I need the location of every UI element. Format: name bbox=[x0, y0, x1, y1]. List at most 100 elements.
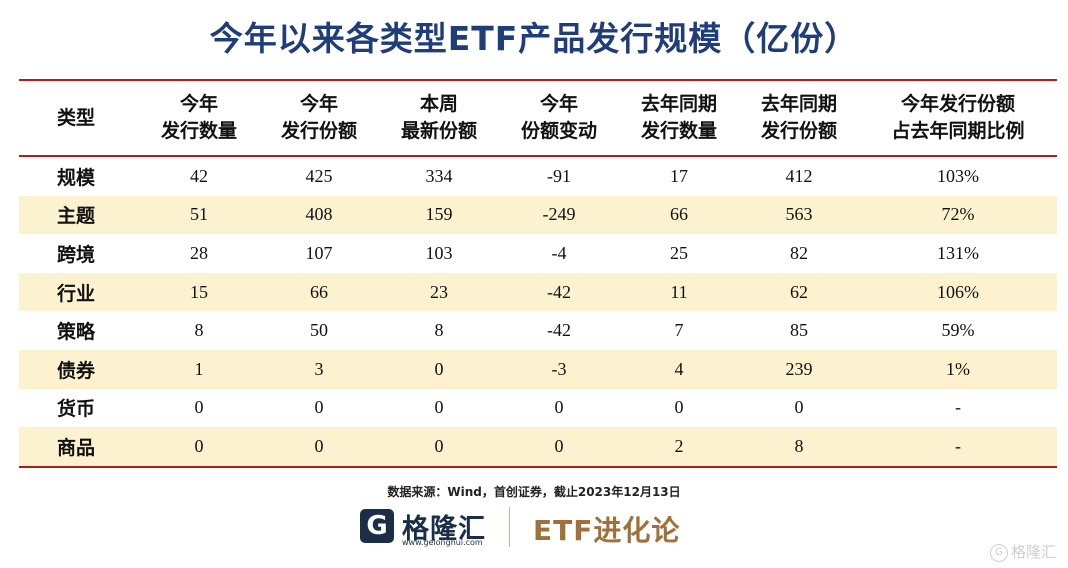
table-cell: -42 bbox=[547, 320, 571, 341]
column-header-line1: 今年 bbox=[299, 93, 338, 115]
gelonghui-logo-icon: G bbox=[360, 509, 394, 543]
row-category: 商品 bbox=[19, 427, 139, 468]
table-cell: 0 bbox=[434, 397, 444, 418]
gelonghui-brand-name: 格隆汇 bbox=[402, 514, 486, 545]
column-header-line2: 占去年同期比例 bbox=[891, 120, 1025, 142]
table-cell: -42 bbox=[499, 272, 619, 312]
column-header-6: 去年同期 发行份额 bbox=[739, 79, 859, 157]
table-cell: 59% bbox=[941, 320, 975, 341]
table-cell: -91 bbox=[547, 165, 571, 186]
table-cell: 66 bbox=[619, 195, 739, 235]
table-cell: 42 bbox=[190, 165, 208, 186]
table-cell: 563 bbox=[739, 195, 859, 235]
table-cell: 82 bbox=[790, 242, 808, 263]
table-cell: 23 bbox=[379, 272, 499, 312]
table-cell: 0 bbox=[314, 397, 324, 418]
row-category: 货币 bbox=[57, 398, 96, 421]
column-header-line1: 今年 bbox=[179, 93, 218, 115]
brand-divider bbox=[509, 507, 510, 547]
table-cell: 408 bbox=[259, 195, 379, 235]
table-row: 债券 1 3 0 -3 4 239 1% bbox=[19, 349, 1057, 389]
column-header-4: 今年 份额变动 bbox=[499, 79, 619, 157]
table-cell: 11 bbox=[619, 272, 739, 312]
table-cell: 1% bbox=[859, 349, 1057, 389]
column-header-line1: 去年同期 bbox=[760, 93, 837, 115]
table-cell: 15 bbox=[139, 272, 259, 312]
column-header-line2: 发行数量 bbox=[160, 120, 237, 142]
table-cell: 17 bbox=[670, 165, 688, 186]
table-cell: 131% bbox=[937, 242, 979, 263]
etf-issuance-table: 类型 今年 发行数量 今年 发行份额 本周 最新份额 今年 份额变动 去年同期 发行数量 去年同期 发行… bbox=[19, 79, 1057, 468]
table-cell: -249 bbox=[499, 195, 619, 235]
column-header-0: 类型 bbox=[19, 79, 139, 157]
table-cell: 3 bbox=[259, 349, 379, 389]
data-source-note: 数据来源：Wind，首创证券，截止2023年12月13日 bbox=[387, 485, 681, 499]
column-header-7: 今年发行份额 占去年同期比例 bbox=[859, 79, 1057, 157]
row-category: 规模 bbox=[57, 166, 96, 189]
table-cell: 0 bbox=[259, 427, 379, 468]
table-cell: 66 bbox=[259, 272, 379, 312]
watermark: G 格隆汇 bbox=[989, 541, 1056, 562]
table-cell: 239 bbox=[739, 349, 859, 389]
table-cell: - bbox=[955, 397, 961, 418]
table-cell: 0 bbox=[794, 397, 804, 418]
table-row: 行业 15 66 23 -42 11 62 106% bbox=[19, 272, 1057, 312]
table-cell: 72% bbox=[859, 195, 1057, 235]
row-category: 行业 bbox=[19, 272, 139, 312]
column-header-line1: 今年发行份额 bbox=[900, 93, 1015, 115]
column-header-2: 今年 发行份额 bbox=[259, 79, 379, 157]
column-header-line1: 去年同期 bbox=[640, 93, 717, 115]
page-title: 今年以来各类型ETF产品发行规模（亿份） bbox=[209, 19, 859, 58]
table-row: 跨境 28 107 103 -4 25 82 131% bbox=[19, 234, 1057, 273]
table-cell: 0 bbox=[554, 397, 564, 418]
column-header-3: 本周 最新份额 bbox=[379, 79, 499, 157]
row-category: 跨境 bbox=[57, 243, 96, 266]
table-cell: 0 bbox=[194, 397, 204, 418]
etf-issuance-table-container: 类型 今年 发行数量 今年 发行份额 本周 最新份额 今年 份额变动 去年同期 发行数量 去年同期 发行… bbox=[19, 79, 1057, 468]
column-header-line1: 本周 bbox=[419, 93, 458, 115]
column-header-line2: 发行份额 bbox=[280, 120, 357, 142]
table-cell: 103% bbox=[937, 165, 979, 186]
watermark-g-icon: G bbox=[989, 543, 1008, 562]
table-cell: 0 bbox=[499, 427, 619, 468]
table-cell: 159 bbox=[379, 195, 499, 235]
row-category: 策略 bbox=[57, 321, 96, 344]
table-cell: 85 bbox=[790, 320, 808, 341]
column-header-line2: 最新份额 bbox=[400, 120, 477, 142]
table-cell: 1 bbox=[139, 349, 259, 389]
table-cell: 0 bbox=[379, 349, 499, 389]
table-cell: 51 bbox=[139, 195, 259, 235]
etf-evolution-logo: ETF进化论 bbox=[533, 514, 681, 547]
table-cell: -4 bbox=[551, 242, 567, 263]
table-row: 货币 0 0 0 0 0 0 - bbox=[19, 389, 1057, 428]
table-cell: 334 bbox=[425, 165, 453, 186]
table-cell: 25 bbox=[670, 242, 688, 263]
column-header-line2: 发行份额 bbox=[760, 120, 837, 142]
table-cell: -3 bbox=[499, 349, 619, 389]
table-cell: 103 bbox=[425, 242, 453, 263]
column-header-line2: 发行数量 bbox=[640, 120, 717, 142]
table-cell: 107 bbox=[305, 242, 333, 263]
table-cell: 7 bbox=[674, 320, 684, 341]
table-cell: 425 bbox=[305, 165, 333, 186]
column-header-line1: 今年 bbox=[539, 93, 578, 115]
row-category: 债券 bbox=[19, 349, 139, 389]
table-cell: 8 bbox=[434, 320, 444, 341]
table-cell: 2 bbox=[619, 427, 739, 468]
table-header-row: 类型 今年 发行数量 今年 发行份额 本周 最新份额 今年 份额变动 去年同期 发行数量 去年同期 发行… bbox=[19, 79, 1057, 157]
table-cell: 8 bbox=[194, 320, 204, 341]
table-cell: 0 bbox=[139, 427, 259, 468]
table-cell: 0 bbox=[674, 397, 684, 418]
table-cell: 62 bbox=[739, 272, 859, 312]
table-cell: - bbox=[859, 427, 1057, 468]
brand-footer: G 格隆汇 www.gelonghui.com ETF进化论 bbox=[358, 505, 738, 553]
table-cell: 28 bbox=[190, 242, 208, 263]
gelonghui-url: www.gelonghui.com bbox=[402, 538, 483, 547]
table-cell: 106% bbox=[859, 272, 1057, 312]
table-row: 主题 51 408 159 -249 66 563 72% bbox=[19, 195, 1057, 235]
watermark-text: 格隆汇 bbox=[1010, 543, 1056, 561]
row-category: 主题 bbox=[19, 195, 139, 235]
column-header-5: 去年同期 发行数量 bbox=[619, 79, 739, 157]
table-row: 商品 0 0 0 0 2 8- bbox=[19, 427, 1057, 468]
table-cell: 412 bbox=[785, 165, 813, 186]
